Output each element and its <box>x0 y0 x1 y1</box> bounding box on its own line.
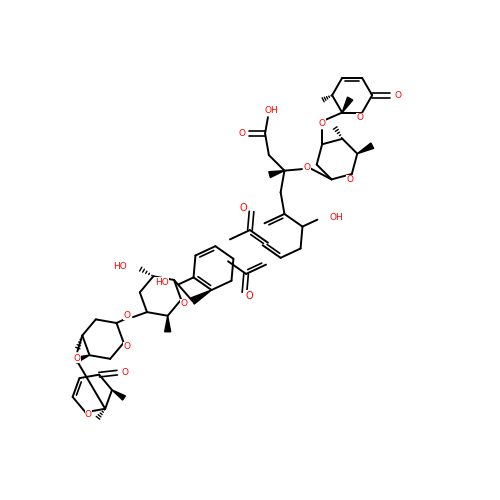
Text: OH: OH <box>264 106 278 114</box>
Text: O: O <box>394 91 402 100</box>
Text: OH: OH <box>330 213 343 222</box>
Text: O: O <box>318 119 326 128</box>
Text: O: O <box>122 368 128 377</box>
Polygon shape <box>164 316 170 332</box>
Text: HO: HO <box>114 262 128 271</box>
Text: O: O <box>356 113 364 122</box>
Text: O: O <box>238 129 245 138</box>
Polygon shape <box>342 97 352 112</box>
Polygon shape <box>358 143 374 154</box>
Polygon shape <box>74 355 90 363</box>
Polygon shape <box>190 290 212 304</box>
Text: O: O <box>180 299 188 308</box>
Text: O: O <box>240 204 248 214</box>
Text: O: O <box>74 354 81 363</box>
Text: O: O <box>124 310 130 320</box>
Text: HO: HO <box>155 278 168 287</box>
Text: O: O <box>85 410 92 419</box>
Text: O: O <box>246 290 254 300</box>
Text: O: O <box>123 342 130 351</box>
Text: O: O <box>346 176 354 184</box>
Polygon shape <box>269 170 284 177</box>
Polygon shape <box>112 390 126 400</box>
Text: O: O <box>304 162 310 172</box>
